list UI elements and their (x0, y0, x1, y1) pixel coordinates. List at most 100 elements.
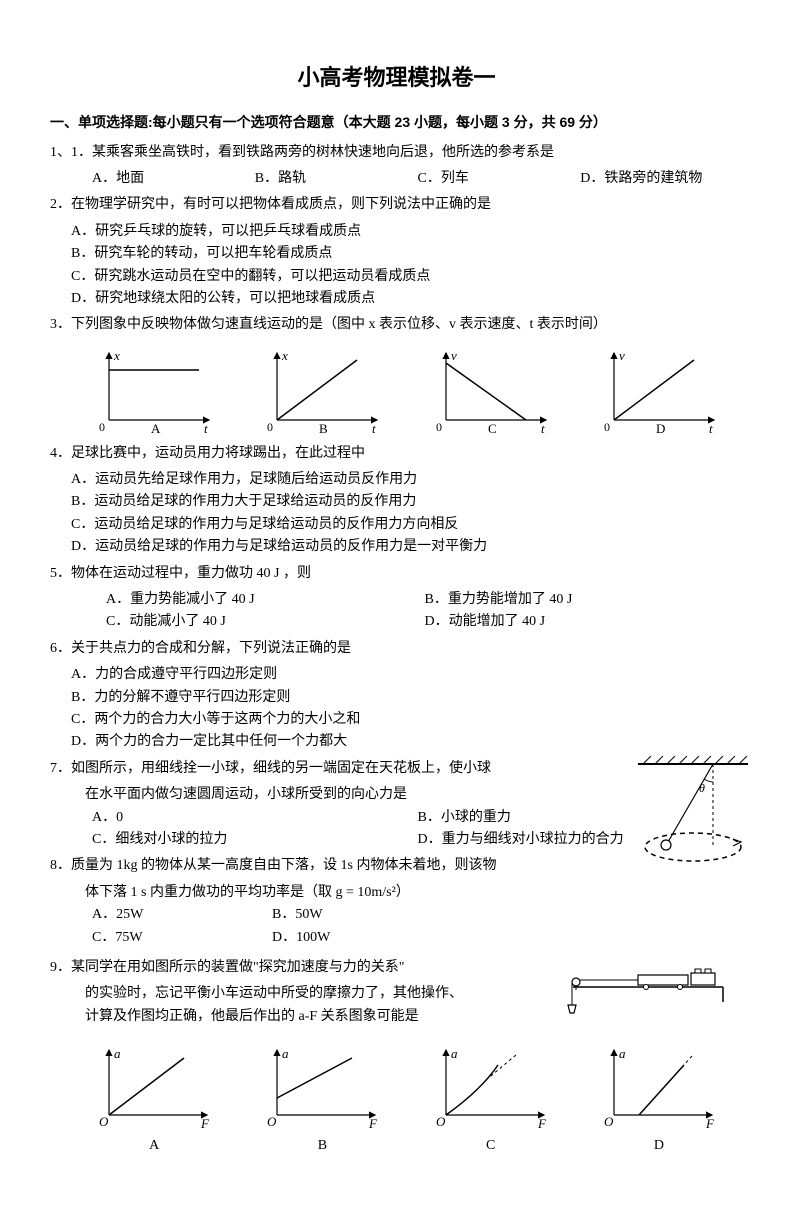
q9-graph-b: a F O B (257, 1040, 387, 1157)
q9d-label: D (594, 1135, 724, 1157)
q8-text2: 体下落 1 s 内重力做功的平均功率是（取 g = 10m/s²） (50, 882, 743, 904)
q8-text1: 质量为 1kg 的物体从某一高度自由下落，设 1s 内物体未着地，则该物 (71, 858, 496, 873)
q9-graph-d-svg: a F O (594, 1040, 724, 1135)
q7-num: 7． (50, 761, 71, 776)
q8-opt-c: C．75W (92, 927, 272, 949)
q6-opt-b: B．力的分解不遵守平行四边形定则 (50, 687, 743, 709)
q1-opt-c: C．列车 (418, 168, 581, 190)
q3c-ylabel: v (451, 348, 457, 363)
question-3: 3．下列图象中反映物体做匀速直线运动的是（图中 x 表示位移、v 表示速度、t … (50, 314, 743, 336)
q3d-xlabel: t (709, 421, 713, 435)
q3d-origin: 0 (604, 420, 610, 434)
q9b-ylabel: a (282, 1046, 289, 1061)
q3-graph-c: v t 0 C (426, 345, 556, 435)
q9a-xlabel: F (200, 1116, 210, 1131)
q9c-ylabel: a (451, 1046, 458, 1061)
question-5: 5．物体在运动过程中，重力做功 40 J ，则 (50, 563, 743, 585)
q7-pendulum-figure: θ (633, 752, 753, 872)
q3-graph-b: x t 0 B (257, 345, 387, 435)
q3a-origin: 0 (99, 420, 105, 434)
q4-text: 足球比赛中，运动员用力将球踢出，在此过程中 (71, 446, 365, 461)
q3-graph-c-svg: v t 0 C (426, 345, 556, 435)
q3-text: 下列图象中反映物体做匀速直线运动的是（图中 x 表示位移、v 表示速度、t 表示… (71, 317, 607, 332)
q9-graph-a-svg: a F O (89, 1040, 219, 1135)
q3-graph-b-svg: x t 0 B (257, 345, 387, 435)
q6-num: 6． (50, 641, 71, 656)
q9-graphs: a F O A a F O B a F O C (50, 1040, 743, 1157)
q3b-origin: 0 (267, 420, 273, 434)
q5-row2: C．动能减小了 40 J D．动能增加了 40 J (50, 611, 743, 633)
q3b-label: B (319, 421, 328, 435)
q5-row1: A．重力势能减小了 40 J B．重力势能增加了 40 J (50, 589, 743, 611)
q6-opt-a: A．力的合成遵守平行四边形定则 (50, 664, 743, 686)
q6-text: 关于共点力的合成和分解，下列说法正确的是 (71, 641, 351, 656)
q3-graph-a: x t 0 A (89, 345, 219, 435)
q4-opt-d: D．运动员给足球的作用力与足球给运动员的反作用力是一对平衡力 (50, 536, 743, 558)
q8-row2: C．75W D．100W (50, 927, 743, 949)
q9-graph-c: a F O C (426, 1040, 556, 1157)
q4-opt-b: B．运动员给足球的作用力大于足球给运动员的反作用力 (50, 491, 743, 513)
q3a-label: A (151, 421, 161, 435)
q7-opt-c: C．细线对小球的拉力 (92, 829, 418, 851)
q3c-origin: 0 (436, 420, 442, 434)
q8-opt-a: A．25W (92, 904, 272, 926)
q1-opt-d: D．铁路旁的建筑物 (580, 168, 743, 190)
q9a-label: A (89, 1135, 219, 1157)
q3-graph-d-svg: v t 0 D (594, 345, 724, 435)
q3b-ylabel: x (281, 348, 288, 363)
q2-opt-a: A．研究乒乓球的旋转，可以把乒乓球看成质点 (50, 221, 743, 243)
q1-text: 1．某乘客乘坐高铁时，看到铁路两旁的树林快速地向后退，他所选的参考系是 (71, 145, 554, 160)
q9-graph-b-svg: a F O (257, 1040, 387, 1135)
q8-opt-b: B．50W (272, 904, 452, 926)
question-1: 1、1．某乘客乘坐高铁时，看到铁路两旁的树林快速地向后退，他所选的参考系是 (50, 142, 743, 164)
q5-opt-d: D．动能增加了 40 J (425, 611, 744, 633)
q4-num: 4． (50, 446, 71, 461)
q1-opt-a: A．地面 (92, 168, 255, 190)
q3c-xlabel: t (541, 421, 545, 435)
q6-opt-c: C．两个力的合力大小等于这两个力的大小之和 (50, 709, 743, 731)
q2-num: 2． (50, 197, 71, 212)
question-9-wrap: 9．某同学在用如图所示的装置做"探究加速度与力的关系" 的实验时，忘记平衡小车运… (50, 957, 743, 1028)
q7-angle-label: θ (699, 781, 705, 795)
q2-text: 在物理学研究中，有时可以把物体看成质点，则下列说法中正确的是 (71, 197, 491, 212)
q7-opt-a: A．0 (92, 807, 418, 829)
question-6: 6．关于共点力的合成和分解，下列说法正确的是 (50, 638, 743, 660)
q4-opt-c: C．运动员给足球的作用力与足球给运动员的反作用力方向相反 (50, 514, 743, 536)
q9-graph-a: a F O A (89, 1040, 219, 1157)
q2-opt-b: B．研究车轮的转动，可以把车轮看成质点 (50, 243, 743, 265)
q1-options: A．地面 B．路轨 C．列车 D．铁路旁的建筑物 (50, 168, 743, 190)
q3a-xlabel: t (204, 421, 208, 435)
q3b-xlabel: t (372, 421, 376, 435)
q9b-label: B (257, 1135, 387, 1157)
q3a-ylabel: x (113, 348, 120, 363)
q9a-ylabel: a (114, 1046, 121, 1061)
q9-text1: 某同学在用如图所示的装置做"探究加速度与力的关系" (71, 960, 404, 975)
q3-graph-a-svg: x t 0 A (89, 345, 219, 435)
question-2: 2．在物理学研究中，有时可以把物体看成质点，则下列说法中正确的是 (50, 194, 743, 216)
exam-title: 小高考物理模拟卷一 (50, 60, 743, 95)
q3-graphs: x t 0 A x t 0 B v t 0 C (50, 345, 743, 435)
q6-opt-d: D．两个力的合力一定比其中任何一个力都大 (50, 731, 743, 753)
question-4: 4．足球比赛中，运动员用力将球踢出，在此过程中 (50, 443, 743, 465)
q9c-label: C (426, 1135, 556, 1157)
q9d-xlabel: F (705, 1116, 715, 1131)
q9c-xlabel: F (537, 1116, 547, 1131)
q3d-ylabel: v (619, 348, 625, 363)
q9-graph-c-svg: a F O (426, 1040, 556, 1135)
q5-num: 5． (50, 566, 71, 581)
q9d-ylabel: a (619, 1046, 626, 1061)
q3-graph-d: v t 0 D (594, 345, 724, 435)
q5-opt-b: B．重力势能增加了 40 J (425, 589, 744, 611)
q9b-xlabel: F (368, 1116, 378, 1131)
q8-opt-d: D．100W (272, 927, 452, 949)
q4-opt-a: A．运动员先给足球作用力，足球随后给运动员反作用力 (50, 469, 743, 491)
section-1-header: 一、单项选择题:每小题只有一个选项符合题意（本大题 23 小题，每小题 3 分，… (50, 111, 743, 133)
q2-opt-c: C．研究跳水运动员在空中的翻转，可以把运动员看成质点 (50, 266, 743, 288)
q3-num: 3． (50, 317, 71, 332)
q9-num: 9． (50, 960, 71, 975)
q8-num: 8． (50, 858, 71, 873)
q3d-label: D (656, 421, 665, 435)
q7-text1: 如图所示，用细线拴一小球，细线的另一端固定在天花板上，使小球 (71, 761, 491, 776)
q9-apparatus-figure (543, 957, 743, 1017)
q3c-label: C (488, 421, 497, 435)
